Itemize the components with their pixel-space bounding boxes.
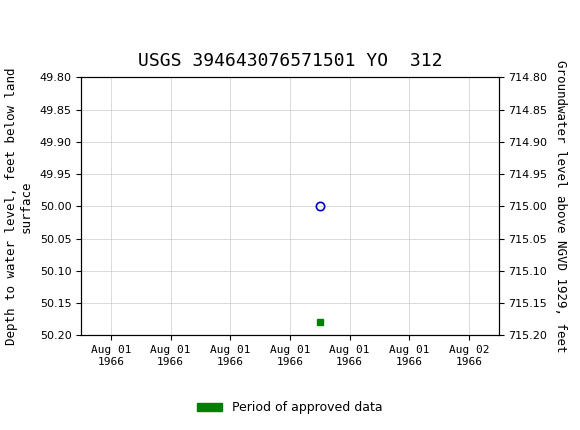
Title: USGS 394643076571501 YO  312: USGS 394643076571501 YO 312 [138,52,443,70]
Legend: Period of approved data: Period of approved data [192,396,388,419]
Y-axis label: Groundwater level above NGVD 1929, feet: Groundwater level above NGVD 1929, feet [554,60,567,353]
Y-axis label: Depth to water level, feet below land
surface: Depth to water level, feet below land su… [5,68,32,345]
Text: USGS: USGS [44,17,99,35]
